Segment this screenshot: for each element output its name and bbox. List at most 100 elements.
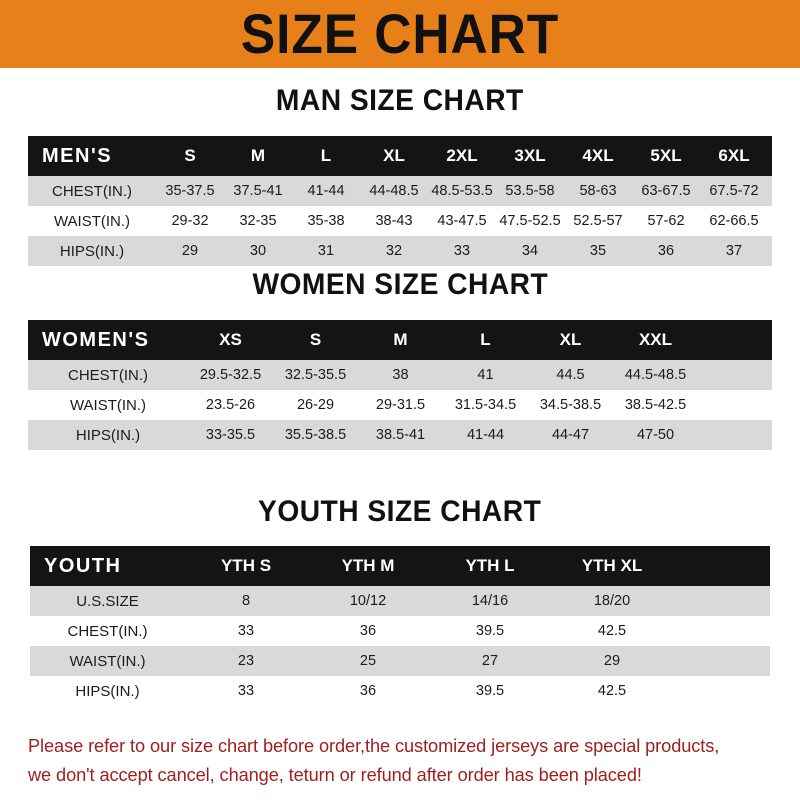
men-cell-2-5: 43-47.5 xyxy=(437,213,487,229)
men-cell-3-9: 37 xyxy=(725,243,743,259)
youth-cell-4-1: 33 xyxy=(237,683,255,699)
women-cell-1-6: 44.5-48.5 xyxy=(624,367,687,383)
youth-measure-label: U.S.SIZE xyxy=(76,592,139,610)
youth-cell-4-3: 39.5 xyxy=(475,683,505,699)
table-row: CHEST(IN.) 33 36 39.5 42.5 xyxy=(30,616,770,646)
youth-measure-label: HIPS(IN.) xyxy=(75,682,140,700)
women-cell-2-1: 23.5-26 xyxy=(205,397,256,413)
men-size-header-2: M xyxy=(250,146,266,165)
order-notice-line-1: Please refer to our size chart before or… xyxy=(28,735,720,756)
women-size-table: WOMEN'S XS S M L XL XXL CHEST(IN.) 29.5-32.5 32.5… xyxy=(28,320,772,450)
table-row: WAIST(IN.) 29-32 32-35 35-38 38-43 43-47.5 47.… xyxy=(28,206,772,236)
order-notice-line-2: we don't accept cancel, change, teturn o… xyxy=(28,764,642,785)
men-table-header-row: MEN'S S M L XL 2XL 3XL 4XL 5XL 6XL xyxy=(28,136,772,176)
men-measure-label: CHEST(IN.) xyxy=(52,182,132,200)
men-cell-3-5: 33 xyxy=(453,243,471,259)
women-row-filler xyxy=(698,420,772,450)
women-size-header-1: XS xyxy=(219,330,242,349)
youth-row-filler xyxy=(673,646,770,676)
table-row: HIPS(IN.) 33-35.5 35.5-38.5 38.5-41 41-44 44-… xyxy=(28,420,772,450)
youth-measure-label: WAIST(IN.) xyxy=(69,652,146,670)
men-row-filler xyxy=(768,206,772,236)
table-row: CHEST(IN.) 35-37.5 37.5-41 41-44 44-48.5 48.5… xyxy=(28,176,772,206)
men-cell-3-2: 30 xyxy=(249,243,267,259)
women-header-filler xyxy=(698,320,772,360)
women-cell-3-4: 41-44 xyxy=(466,427,505,443)
men-cell-3-1: 29 xyxy=(181,243,199,259)
men-cell-1-9: 67.5-72 xyxy=(709,183,759,199)
women-section-title: WOMEN SIZE CHART xyxy=(252,268,548,301)
youth-cell-1-3: 14/16 xyxy=(471,593,509,609)
women-cell-1-4: 41 xyxy=(477,367,494,383)
men-cell-3-8: 36 xyxy=(657,243,675,259)
women-size-header-6: XXL xyxy=(638,330,673,349)
youth-header-filler xyxy=(673,546,770,586)
women-row-label-header: WOMEN'S xyxy=(42,328,150,351)
men-row-filler xyxy=(768,176,772,206)
youth-cell-1-1: 8 xyxy=(241,593,251,609)
women-cell-3-2: 35.5-38.5 xyxy=(284,427,347,443)
women-cell-2-6: 38.5-42.5 xyxy=(624,397,687,413)
men-cell-1-8: 63-67.5 xyxy=(641,183,691,199)
youth-size-header-3: YTH L xyxy=(465,556,515,575)
men-cell-1-4: 44-48.5 xyxy=(369,183,419,199)
women-measure-label: CHEST(IN.) xyxy=(68,366,148,384)
women-cell-1-5: 44.5 xyxy=(556,367,585,383)
men-cell-1-3: 41-44 xyxy=(307,183,345,199)
men-cell-3-4: 32 xyxy=(385,243,403,259)
women-cell-1-1: 29.5-32.5 xyxy=(199,367,262,383)
women-size-header-2: S xyxy=(309,330,322,349)
men-cell-2-8: 57-62 xyxy=(647,213,685,229)
youth-cell-2-3: 39.5 xyxy=(475,623,505,639)
men-row-label-header: MEN'S xyxy=(42,144,113,167)
youth-section-title: YOUTH SIZE CHART xyxy=(258,495,542,528)
youth-cell-1-4: 18/20 xyxy=(593,593,631,609)
youth-cell-3-3: 27 xyxy=(481,653,499,669)
men-size-table: MEN'S S M L XL 2XL 3XL 4XL 5XL 6XL CHEST(IN.) 35-37… xyxy=(28,136,772,266)
youth-cell-4-2: 36 xyxy=(359,683,377,699)
youth-row-filler xyxy=(673,586,770,616)
order-notice: Please refer to our size chart before or… xyxy=(28,731,776,789)
men-section-title: MAN SIZE CHART xyxy=(276,84,524,117)
youth-cell-4-4: 42.5 xyxy=(597,683,627,699)
youth-cell-1-2: 10/12 xyxy=(349,593,387,609)
page-title: SIZE CHART xyxy=(240,2,560,65)
men-cell-2-2: 32-35 xyxy=(239,213,277,229)
youth-cell-3-4: 29 xyxy=(603,653,621,669)
women-cell-3-3: 38.5-41 xyxy=(375,427,426,443)
men-cell-2-7: 52.5-57 xyxy=(573,213,623,229)
youth-size-table: YOUTH YTH S YTH M YTH L YTH XL U.S.SIZE 8 10/12… xyxy=(30,546,770,706)
table-row: HIPS(IN.) 33 36 39.5 42.5 xyxy=(30,676,770,706)
table-row: WAIST(IN.) 23 25 27 29 xyxy=(30,646,770,676)
table-row: CHEST(IN.) 29.5-32.5 32.5-35.5 38 41 44.5 44.5… xyxy=(28,360,772,390)
men-size-header-7: 4XL xyxy=(582,146,614,165)
men-size-header-1: S xyxy=(184,146,196,165)
men-row-filler xyxy=(768,236,772,266)
youth-size-header-1: YTH S xyxy=(220,556,272,575)
women-size-header-3: M xyxy=(393,330,408,349)
youth-table-header-row: YOUTH YTH S YTH M YTH L YTH XL xyxy=(30,546,770,586)
men-cell-3-6: 34 xyxy=(521,243,539,259)
men-size-header-3: L xyxy=(320,146,332,165)
men-cell-1-1: 35-37.5 xyxy=(165,183,215,199)
youth-cell-2-2: 36 xyxy=(359,623,377,639)
men-measure-label: HIPS(IN.) xyxy=(59,242,125,260)
women-size-header-5: XL xyxy=(559,330,582,349)
youth-size-header-2: YTH M xyxy=(341,556,395,575)
table-row: HIPS(IN.) 29 30 31 32 33 34 35 36 37 xyxy=(28,236,772,266)
page-banner: SIZE CHART xyxy=(0,0,800,68)
women-row-filler xyxy=(698,390,772,420)
women-cell-3-6: 47-50 xyxy=(636,427,675,443)
women-measure-label: HIPS(IN.) xyxy=(75,426,141,444)
men-size-header-9: 6XL xyxy=(718,146,750,165)
men-cell-1-6: 53.5-58 xyxy=(505,183,555,199)
table-row: WAIST(IN.) 23.5-26 26-29 29-31.5 31.5-34.5 34… xyxy=(28,390,772,420)
youth-cell-2-1: 33 xyxy=(237,623,255,639)
men-cell-2-3: 35-38 xyxy=(307,213,345,229)
men-cell-2-9: 62-66.5 xyxy=(709,213,759,229)
women-cell-2-4: 31.5-34.5 xyxy=(454,397,517,413)
men-cell-2-1: 29-32 xyxy=(171,213,209,229)
women-cell-3-1: 33-35.5 xyxy=(205,427,256,443)
men-size-header-4: XL xyxy=(383,146,405,165)
men-cell-3-7: 35 xyxy=(589,243,607,259)
